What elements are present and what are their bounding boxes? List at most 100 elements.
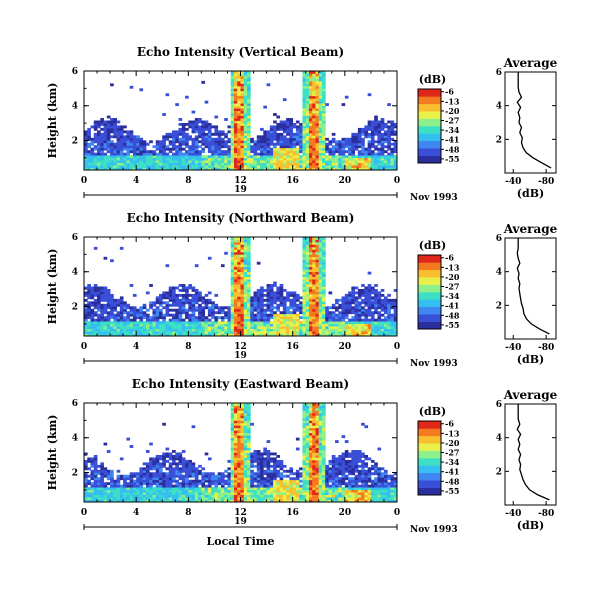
profile-frame [504, 71, 557, 174]
profile-y-tick-label: 6 [496, 234, 502, 244]
y-tick-label: 6 [72, 233, 78, 243]
colorbar-tick-label: -41 [445, 301, 459, 311]
colorbar-tick-label: -27 [445, 116, 459, 126]
profile-title: Average [503, 56, 558, 70]
profile-x-tick-label: -80 [538, 177, 554, 187]
profile-y-tick-label: 6 [496, 400, 502, 410]
y-tick-label: 4 [72, 102, 78, 112]
colorbar-unit-label: (dB) [419, 73, 446, 86]
colorbar-tick-label: -48 [445, 144, 460, 154]
profile-x-axis-label: (dB) [517, 353, 544, 366]
colorbar [417, 420, 444, 496]
profile-y-tick-label: 4 [496, 434, 502, 444]
colorbar-tick-label: -20 [445, 106, 460, 116]
profile-x-tick-label: -40 [505, 509, 521, 519]
profile-title: Average [503, 222, 558, 236]
profile-x-tick-label: -80 [538, 343, 554, 353]
colorbar-tick-label: -27 [445, 448, 459, 458]
y-tick-label: 6 [72, 67, 78, 77]
x-tick-label: 12 [234, 342, 247, 352]
profile-x-tick-label: -40 [505, 343, 521, 353]
x-tick-label: 4 [133, 342, 139, 352]
profile-x-tick-label: -40 [505, 177, 521, 187]
x-tick-label: 20 [339, 176, 352, 186]
profile-y-tick-label: 6 [496, 68, 502, 78]
heatmap-title: Echo Intensity (Eastward Beam) [132, 377, 349, 391]
colorbar-tick-label: -13 [445, 96, 460, 106]
profile-x-axis-label: (dB) [517, 519, 544, 532]
profile-line [516, 238, 550, 335]
y-tick-label: 4 [72, 434, 78, 444]
profile-title: Average [503, 388, 558, 402]
x-tick-label: 4 [133, 176, 139, 186]
profile-x-tick-label: -80 [538, 509, 554, 519]
colorbar-tick-label: -13 [445, 428, 460, 438]
x-tick-label: 12 [234, 176, 247, 186]
colorbar-tick-label: -34 [445, 291, 460, 301]
x-tick-label: 16 [286, 176, 299, 186]
x-tick-label: 0 [394, 176, 400, 186]
x-tick-label: 8 [185, 176, 191, 186]
colorbar [417, 88, 444, 164]
profile-y-tick-label: 4 [496, 102, 502, 112]
average-profile [504, 237, 557, 340]
x-tick-label: 4 [133, 508, 139, 518]
colorbar-unit-label: (dB) [419, 405, 446, 418]
date-day-label: 19 [234, 351, 247, 361]
x-tick-label: 0 [81, 508, 87, 518]
colorbar-tick-label: -55 [445, 320, 459, 330]
heatmap-cells [84, 71, 398, 171]
x-tick-label: 8 [185, 508, 191, 518]
colorbar-tick-label: -48 [445, 476, 460, 486]
colorbar-tick-label: -55 [445, 154, 459, 164]
heatmap-cells [84, 237, 398, 337]
colorbar-tick-label: -34 [445, 457, 460, 467]
date-month-label: Nov 1993 [410, 525, 458, 535]
colorbar-tick-label: -6 [445, 419, 454, 429]
colorbar-unit-label: (dB) [419, 239, 446, 252]
colorbar-tick-label: -41 [445, 467, 459, 477]
colorbar-tick-label: -20 [445, 272, 460, 282]
colorbar-tick-label: -6 [445, 87, 454, 97]
x-tick-label: 0 [394, 508, 400, 518]
x-tick-label: 16 [286, 508, 299, 518]
y-axis-label: Height (km) [46, 415, 59, 491]
profile-y-tick-label: 2 [496, 467, 502, 477]
date-day-label: 19 [234, 517, 247, 527]
colorbar-tick-label: -20 [445, 438, 460, 448]
x-tick-label: 8 [185, 342, 191, 352]
x-tick-label: 0 [81, 176, 87, 186]
heatmap-cells [84, 403, 398, 503]
panel-northward: Echo Intensity (Northward Beam) Height (k… [46, 211, 558, 369]
date-month-label: Nov 1993 [410, 359, 458, 369]
colorbar-tick-label: -6 [445, 253, 454, 263]
panel-vertical: Echo Intensity (Vertical Beam) Height (km… [46, 45, 558, 203]
profile-frame [504, 403, 557, 506]
colorbar-tick-label: -34 [445, 125, 460, 135]
y-tick-label: 2 [72, 468, 78, 478]
colorbar-tick-label: -48 [445, 310, 460, 320]
y-tick-label: 2 [72, 136, 78, 146]
average-profile [504, 71, 557, 174]
colorbar-tick-label: -27 [445, 282, 459, 292]
x-tick-label: 16 [286, 342, 299, 352]
x-tick-label: 0 [81, 342, 87, 352]
x-tick-label: 12 [234, 508, 247, 518]
heatmap-title: Echo Intensity (Northward Beam) [127, 211, 355, 225]
colorbar-tick-label: -41 [445, 135, 459, 145]
profile-x-axis-label: (dB) [517, 187, 544, 200]
x-tick-label: 20 [339, 508, 352, 518]
x-tick-label: 20 [339, 342, 352, 352]
heatmap-title: Echo Intensity (Vertical Beam) [137, 45, 344, 59]
y-tick-label: 4 [72, 268, 78, 278]
date-day-label: 19 [234, 185, 247, 195]
x-axis-label: Local Time [207, 535, 275, 548]
profile-y-tick-label: 2 [496, 135, 502, 145]
average-profile [504, 403, 557, 506]
y-tick-label: 6 [72, 399, 78, 409]
panel-eastward: Echo Intensity (Eastward Beam) Height (km… [46, 377, 558, 548]
y-axis-label: Height (km) [46, 249, 59, 325]
date-month-label: Nov 1993 [410, 193, 458, 203]
y-axis-label: Height (km) [46, 83, 59, 159]
